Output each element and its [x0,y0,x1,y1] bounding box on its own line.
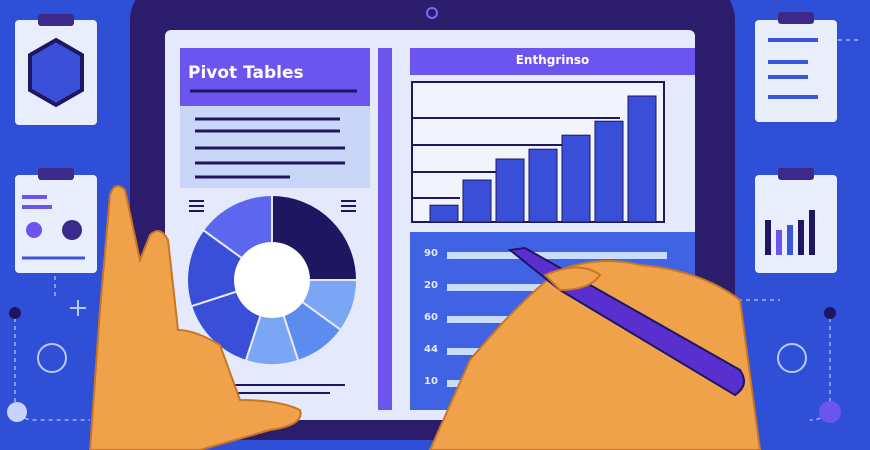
pie-slice [186,228,275,308]
row-bar [447,252,667,259]
bar [561,134,591,223]
pivot-tables-title: Pivot Tables [188,63,304,83]
bar [495,158,525,223]
decorations [37,300,807,373]
menu-icon [189,200,356,212]
bar-chart [429,95,657,223]
gear-icon [62,220,82,240]
clipboard-list [755,12,837,122]
divider-bar [378,48,392,410]
clipboard-settings [15,168,97,273]
clipboard-cube [15,14,97,125]
bar [462,179,492,223]
row-label: 60 [424,312,438,323]
bar [429,204,459,223]
row-label: 90 [424,248,438,259]
list-lines [195,117,345,179]
camera-icon [426,7,438,19]
row-label: 20 [424,280,438,291]
chart-panel-title: Enthgrinso [515,53,590,67]
right-hand [428,260,762,450]
gear-icon [26,222,42,238]
left-hand [88,185,302,450]
bar [594,120,624,223]
row-label: 10 [424,376,438,387]
row-label: 44 [424,344,438,355]
bar [528,148,558,223]
bar [627,95,657,223]
cube-icon [28,37,84,108]
clipboard-bar-chart [755,168,837,273]
